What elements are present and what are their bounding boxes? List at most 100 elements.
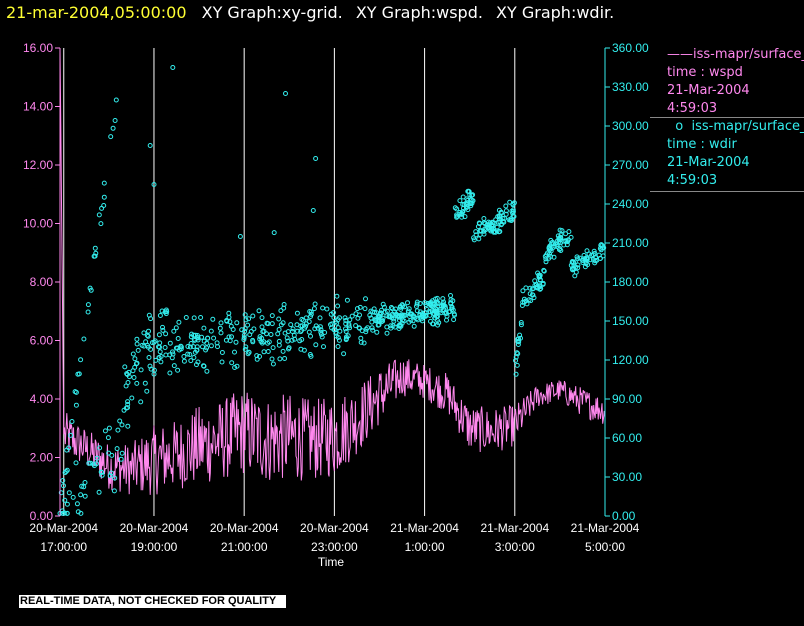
wdir-point xyxy=(341,351,347,357)
wdir-point xyxy=(343,326,348,332)
wdir-point xyxy=(261,328,267,334)
wdir-point xyxy=(297,338,303,344)
wdir-point xyxy=(269,321,275,327)
wdir-point xyxy=(334,293,340,299)
wdir-point xyxy=(319,334,325,340)
wdir-point xyxy=(481,220,487,226)
wspd-series xyxy=(59,50,606,495)
wdir-point xyxy=(64,501,70,507)
wdir-point xyxy=(549,239,555,245)
wdir-point xyxy=(219,359,225,365)
wdir-series xyxy=(57,65,607,516)
wdir-point xyxy=(145,333,151,339)
wdir-point xyxy=(377,311,383,317)
wdir-point xyxy=(503,203,509,209)
wdir-point xyxy=(62,497,68,503)
x-tick-time: 3:00:00 xyxy=(495,540,535,554)
wdir-point xyxy=(343,337,349,343)
wdir-point xyxy=(101,203,107,208)
wdir-point xyxy=(146,312,152,318)
wdir-point xyxy=(277,356,283,362)
wdir-point xyxy=(288,322,294,328)
wdir-point xyxy=(496,229,502,235)
wdir-point xyxy=(290,326,296,332)
wdir-point xyxy=(118,456,124,462)
wdir-point xyxy=(464,204,470,210)
wdir-point xyxy=(276,316,282,322)
wdir-point xyxy=(195,335,201,341)
wdir-point xyxy=(306,329,312,335)
legend-wspd-name: iss-mapr/surface_ xyxy=(693,47,804,62)
wdir-point xyxy=(459,211,464,217)
wdir-point xyxy=(334,320,340,326)
wdir-point xyxy=(558,232,564,238)
legend-wdir-variable: time : wdir xyxy=(667,137,737,152)
wdir-point xyxy=(234,320,240,326)
wdir-point xyxy=(265,321,271,327)
wdir-point xyxy=(335,303,341,309)
wdir-point xyxy=(107,473,113,479)
x-tick-date: 20-Mar-2004 xyxy=(29,521,98,535)
wdir-point xyxy=(298,329,304,335)
wdir-point xyxy=(465,207,471,213)
wdir-point xyxy=(112,118,118,123)
legend-wspd-line-swatch: —— xyxy=(667,47,693,62)
wdir-point xyxy=(572,273,578,279)
wdir-point xyxy=(511,200,517,206)
wdir-point xyxy=(280,348,286,354)
wdir-point xyxy=(218,330,224,336)
wdir-point xyxy=(164,309,170,315)
wdir-point xyxy=(343,321,349,327)
right-axis-tick-label: 300.00 xyxy=(612,119,649,133)
x-tick-time: 17:00:00 xyxy=(40,540,87,554)
wdir-point xyxy=(250,339,256,345)
wdir-point xyxy=(561,242,567,248)
wdir-point xyxy=(592,250,598,256)
wdir-point xyxy=(96,489,102,495)
wdir-point xyxy=(374,329,380,335)
right-axis-tick-label: 360.00 xyxy=(612,41,649,55)
wdir-point xyxy=(82,493,88,499)
wdir-point xyxy=(284,335,290,341)
wdir-point xyxy=(101,180,107,186)
wdir-point xyxy=(170,351,176,357)
wdir-point xyxy=(347,317,353,323)
wdir-point xyxy=(509,208,515,214)
wdir-point xyxy=(266,339,272,345)
wdir-point xyxy=(390,323,396,329)
wdir-point xyxy=(356,325,362,331)
wdir-point xyxy=(329,321,335,327)
wdir-point xyxy=(170,65,176,70)
wdir-point xyxy=(376,322,382,328)
left-axis-tick-label: 4.00 xyxy=(30,392,54,406)
right-axis-tick-label: 270.00 xyxy=(612,158,649,172)
wdir-point xyxy=(167,370,173,376)
wdir-point xyxy=(370,327,376,333)
wdir-point xyxy=(311,306,317,312)
wdir-point xyxy=(324,306,330,312)
wdir-point xyxy=(270,361,276,367)
wdir-point xyxy=(226,310,232,316)
wdir-point xyxy=(81,336,87,342)
wdir-point xyxy=(286,346,291,352)
wdir-point xyxy=(63,469,69,474)
wdir-point xyxy=(557,227,563,233)
x-tick-time: 23:00:00 xyxy=(311,540,358,554)
wdir-point xyxy=(552,243,558,249)
wdir-point xyxy=(402,304,408,310)
wdir-point xyxy=(531,286,536,291)
wdir-point xyxy=(130,351,136,357)
wdir-point xyxy=(470,192,476,198)
wdir-point xyxy=(322,330,328,335)
legend-wdir-marker: o xyxy=(667,119,692,134)
wdir-point xyxy=(587,257,593,263)
wdir-point xyxy=(106,425,112,431)
wdir-point xyxy=(294,322,300,328)
wdir-point xyxy=(465,197,471,203)
wdir-point xyxy=(185,344,191,349)
wdir-point xyxy=(171,328,177,334)
wdir-point xyxy=(415,317,421,323)
wdir-point xyxy=(198,315,204,320)
wdir-point xyxy=(153,357,159,363)
wdir-point xyxy=(64,510,70,516)
